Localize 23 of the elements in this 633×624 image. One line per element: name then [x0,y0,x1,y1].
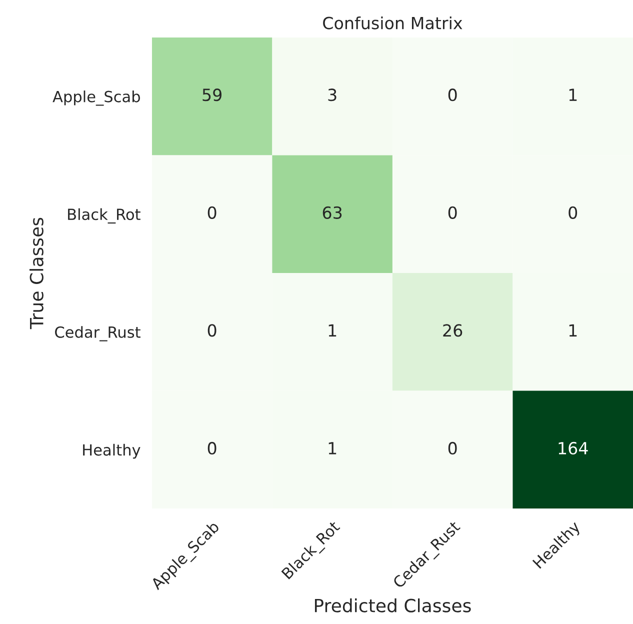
y-tick-label: Cedar_Rust [55,326,140,342]
y-tick-label: Apple_Scab [52,90,140,106]
data-label: 0 [208,324,216,337]
chart-title: Confusion Matrix [323,16,462,30]
data-label: 1 [328,442,336,454]
y-axis-title: True Classes [29,218,44,330]
data-label: 0 [208,206,216,219]
data-label: 0 [448,442,457,455]
data-label: 0 [448,88,457,102]
data-label: 0 [208,442,216,455]
data-label: 0 [448,206,457,219]
y-tick-label: Black_Rot [68,208,140,224]
x-axis-title: Predicted Classes [314,598,471,612]
data-label: 1 [569,324,577,336]
data-label: 63 [322,206,342,219]
data-label: 0 [568,206,578,219]
data-label: 3 [328,88,336,102]
data-label: 26 [443,324,462,337]
y-tick-label: Healthy [83,444,140,459]
data-label: 1 [328,324,336,336]
data-label: 164 [558,442,588,455]
data-label: 59 [202,88,222,102]
data-label: 1 [569,88,577,101]
